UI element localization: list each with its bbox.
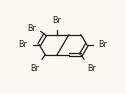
Text: Br: Br [99,40,108,49]
Text: Br: Br [53,16,61,25]
Text: Br: Br [87,64,96,73]
Text: Br: Br [27,24,36,33]
Text: Br: Br [18,40,27,49]
Text: Br: Br [30,64,39,73]
